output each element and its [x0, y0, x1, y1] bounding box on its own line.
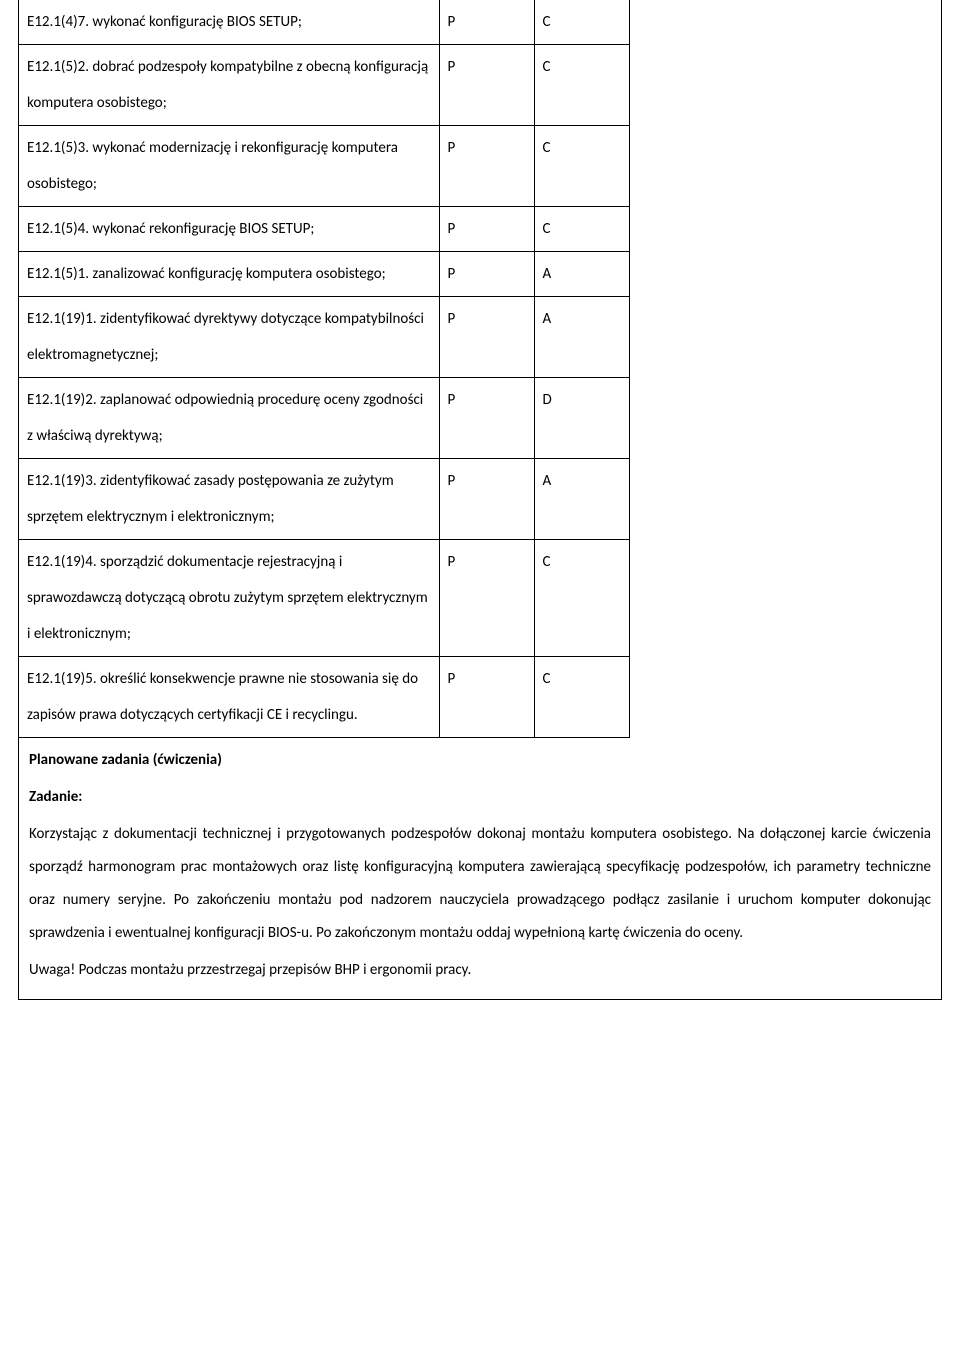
- cell-p: P: [439, 540, 534, 657]
- cell-c: D: [534, 378, 629, 459]
- cell-c: C: [534, 540, 629, 657]
- table-row: E12.1(4)7. wykonać konfigurację BIOS SET…: [19, 0, 629, 45]
- cell-desc: E12.1(4)7. wykonać konfigurację BIOS SET…: [19, 0, 439, 45]
- cell-p: P: [439, 207, 534, 252]
- cell-p: P: [439, 45, 534, 126]
- task-note: Uwaga! Podczas montażu przzestrzegaj prz…: [29, 954, 931, 987]
- cell-p: P: [439, 252, 534, 297]
- cell-desc: E12.1(5)4. wykonać rekonfigurację BIOS S…: [19, 207, 439, 252]
- table-row: E12.1(19)2. zaplanować odpowiednią proce…: [19, 378, 629, 459]
- table-row: E12.1(19)3. zidentyfikować zasady postęp…: [19, 459, 629, 540]
- cell-c: C: [534, 45, 629, 126]
- table-row: E12.1(19)1. zidentyfikować dyrektywy dot…: [19, 297, 629, 378]
- cell-desc: E12.1(19)2. zaplanować odpowiednią proce…: [19, 378, 439, 459]
- cell-desc: E12.1(5)2. dobrać podzespoły kompatybiln…: [19, 45, 439, 126]
- cell-c: C: [534, 657, 629, 738]
- cell-p: P: [439, 0, 534, 45]
- table-row: E12.1(5)1. zanalizować konfigurację komp…: [19, 252, 629, 297]
- cell-desc: E12.1(19)5. określić konsekwencje prawne…: [19, 657, 439, 738]
- section-title: Planowane zadania (ćwiczenia): [29, 744, 931, 777]
- cell-desc: E12.1(19)3. zidentyfikować zasady postęp…: [19, 459, 439, 540]
- cell-desc: E12.1(5)1. zanalizować konfigurację komp…: [19, 252, 439, 297]
- cell-c: C: [534, 207, 629, 252]
- table-row: E12.1(5)3. wykonać modernizację i rekonf…: [19, 126, 629, 207]
- cell-c: C: [534, 126, 629, 207]
- document-page: E12.1(4)7. wykonać konfigurację BIOS SET…: [18, 0, 942, 1000]
- cell-p: P: [439, 297, 534, 378]
- cell-c: A: [534, 459, 629, 540]
- cell-c: C: [534, 0, 629, 45]
- table-row: E12.1(19)5. określić konsekwencje prawne…: [19, 657, 629, 738]
- task-body: Korzystając z dokumentacji technicznej i…: [29, 818, 931, 950]
- cell-p: P: [439, 657, 534, 738]
- task-section: Planowane zadania (ćwiczenia) Zadanie: K…: [19, 738, 941, 999]
- cell-desc: E12.1(5)3. wykonać modernizację i rekonf…: [19, 126, 439, 207]
- table-row: E12.1(5)4. wykonać rekonfigurację BIOS S…: [19, 207, 629, 252]
- competency-table: E12.1(4)7. wykonać konfigurację BIOS SET…: [19, 0, 630, 738]
- cell-p: P: [439, 126, 534, 207]
- cell-c: A: [534, 297, 629, 378]
- table-row: E12.1(19)4. sporządzić dokumentacje reje…: [19, 540, 629, 657]
- cell-p: P: [439, 378, 534, 459]
- cell-p: P: [439, 459, 534, 540]
- task-label: Zadanie:: [29, 781, 931, 814]
- cell-c: A: [534, 252, 629, 297]
- cell-desc: E12.1(19)1. zidentyfikować dyrektywy dot…: [19, 297, 439, 378]
- table-row: E12.1(5)2. dobrać podzespoły kompatybiln…: [19, 45, 629, 126]
- cell-desc: E12.1(19)4. sporządzić dokumentacje reje…: [19, 540, 439, 657]
